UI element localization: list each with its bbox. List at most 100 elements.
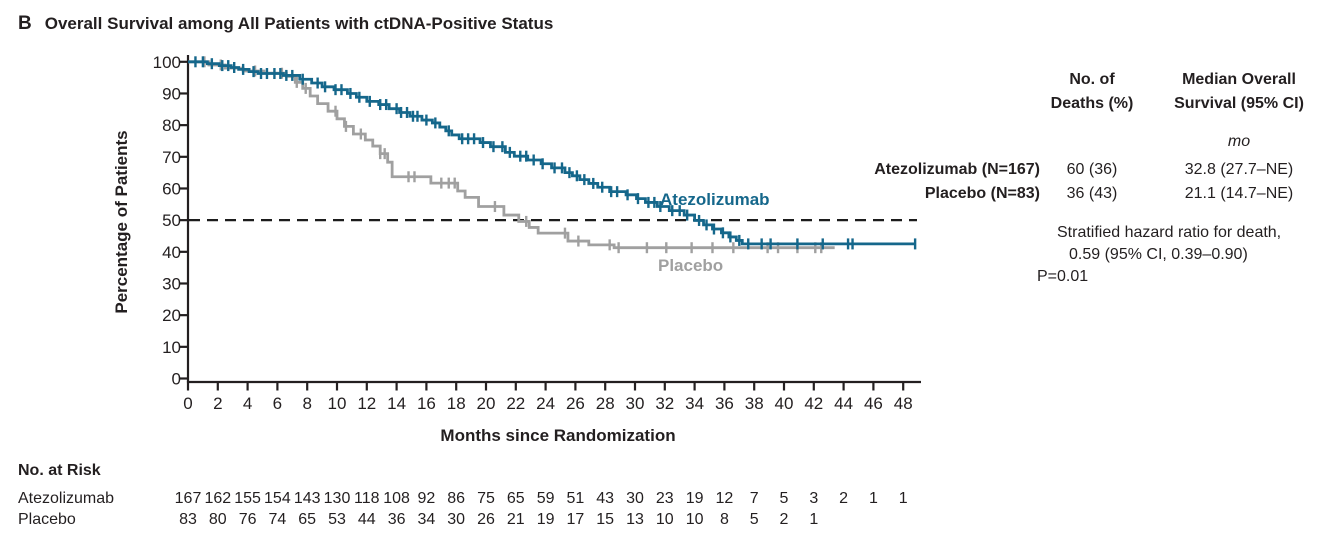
risk-count-atezolizumab: 92 [417,490,436,507]
risk-count-placebo: 1 [809,511,819,528]
risk-count-placebo: 21 [506,511,525,528]
x-tick-label: 12 [357,394,376,413]
y-tick-label: 30 [162,274,181,293]
risk-count-placebo: 53 [328,511,346,528]
risk-count-atezolizumab: 143 [293,490,321,507]
y-tick-label: 90 [162,84,181,103]
deaths-header-line1: No. of [1069,71,1115,88]
panel-label: B [18,13,32,34]
risk-count-placebo: 2 [779,511,789,528]
risk-count-placebo: 8 [719,511,729,528]
risk-count-atezolizumab: 2 [839,490,849,507]
x-tick-label: 26 [566,394,585,413]
risk-count-placebo: 26 [477,511,495,528]
x-tick-label: 42 [804,394,823,413]
hazard-ratio-line1: Stratified hazard ratio for death, [1057,224,1282,241]
risk-count-placebo: 5 [749,511,759,528]
risk-count-atezolizumab: 1 [898,490,908,507]
risk-count-placebo: 74 [268,511,287,528]
risk-count-atezolizumab: 154 [264,490,291,507]
risk-count-atezolizumab: 75 [477,490,495,507]
risk-count-atezolizumab: 162 [204,490,232,507]
risk-count-placebo: 15 [596,511,615,528]
risk-count-placebo: 36 [387,511,406,528]
risk-count-atezolizumab: 43 [596,490,615,507]
x-tick-label: 36 [715,394,734,413]
stats-median-placebo: 21.1 (14.7–NE) [1184,185,1294,202]
risk-count-atezolizumab: 167 [174,490,202,507]
x-tick-label: 28 [596,394,615,413]
risk-count-atezolizumab: 51 [566,490,585,507]
x-axis-title: Months since Randomization [440,426,676,445]
x-tick-label: 44 [834,394,853,413]
y-axis-title: Percentage of Patients [112,130,131,314]
x-tick-label: 2 [213,394,222,413]
x-tick-label: 46 [864,394,883,413]
risk-count-atezolizumab: 12 [715,490,734,507]
risk-count-atezolizumab: 30 [626,490,644,507]
risk-count-atezolizumab: 118 [354,490,380,507]
risk-count-placebo: 83 [179,511,197,528]
p-value: P=0.01 [1037,268,1089,285]
x-tick-label: 10 [328,394,347,413]
stats-row-label-atezolizumab: Atezolizumab (N=167) [874,161,1040,178]
risk-count-atezolizumab: 7 [749,490,759,507]
median-header-line1: Median Overall [1182,71,1296,88]
x-tick-label: 40 [775,394,794,413]
risk-count-atezolizumab: 23 [655,490,674,507]
median-header-line2: Survival (95% CI) [1174,95,1304,112]
stats-deaths-atezolizumab: 60 (36) [1066,161,1118,178]
x-tick-label: 32 [655,394,674,413]
risk-row-label-atezolizumab: Atezolizumab [18,490,115,507]
risk-count-placebo: 17 [566,511,585,528]
x-tick-label: 22 [506,394,525,413]
risk-table-title: No. at Risk [18,462,101,479]
y-tick-label: 100 [153,53,181,72]
x-tick-label: 6 [273,394,282,413]
survival-curve-atezolizumab [188,60,916,246]
figure-title: Overall Survival among All Patients with… [44,14,554,33]
x-tick-label: 8 [302,394,311,413]
risk-count-atezolizumab: 86 [447,490,466,507]
risk-count-atezolizumab: 1 [868,490,878,507]
x-tick-label: 14 [387,394,406,413]
y-tick-label: 50 [162,211,181,230]
y-tick-label: 70 [162,148,181,167]
x-tick-label: 48 [894,394,913,413]
risk-count-placebo: 13 [626,511,644,528]
x-tick-label: 24 [536,394,555,413]
x-tick-label: 0 [183,394,192,413]
risk-count-atezolizumab: 65 [506,490,525,507]
unit-note-months: mo [1227,133,1251,150]
risk-count-atezolizumab: 3 [809,490,819,507]
stats-row-label-placebo: Placebo (N=83) [924,185,1040,202]
y-tick-label: 40 [162,243,181,262]
curve-label-atezolizumab: Atezolizumab [660,190,770,209]
risk-count-placebo: 65 [298,511,317,528]
risk-count-atezolizumab: 5 [779,490,789,507]
stats-deaths-placebo: 36 (43) [1066,185,1118,202]
risk-count-atezolizumab: 130 [323,490,351,507]
risk-count-atezolizumab: 155 [234,490,261,507]
risk-count-placebo: 10 [655,511,674,528]
risk-count-placebo: 10 [685,511,704,528]
y-tick-label: 80 [162,116,181,135]
y-tick-label: 60 [162,179,181,198]
risk-count-atezolizumab: 19 [685,490,704,507]
x-tick-label: 30 [626,394,645,413]
risk-count-atezolizumab: 108 [383,490,410,507]
x-tick-label: 34 [685,394,704,413]
x-tick-label: 38 [745,394,764,413]
x-tick-label: 4 [243,394,252,413]
risk-count-placebo: 34 [417,511,436,528]
y-tick-label: 20 [162,306,181,325]
x-tick-label: 16 [417,394,436,413]
stats-median-atezolizumab: 32.8 (27.7–NE) [1184,161,1294,178]
risk-count-placebo: 30 [447,511,466,528]
y-tick-label: 0 [172,370,181,389]
risk-count-placebo: 19 [536,511,555,528]
figure-title-row: B Overall Survival among All Patients wit… [18,13,553,35]
risk-count-atezolizumab: 59 [536,490,555,507]
